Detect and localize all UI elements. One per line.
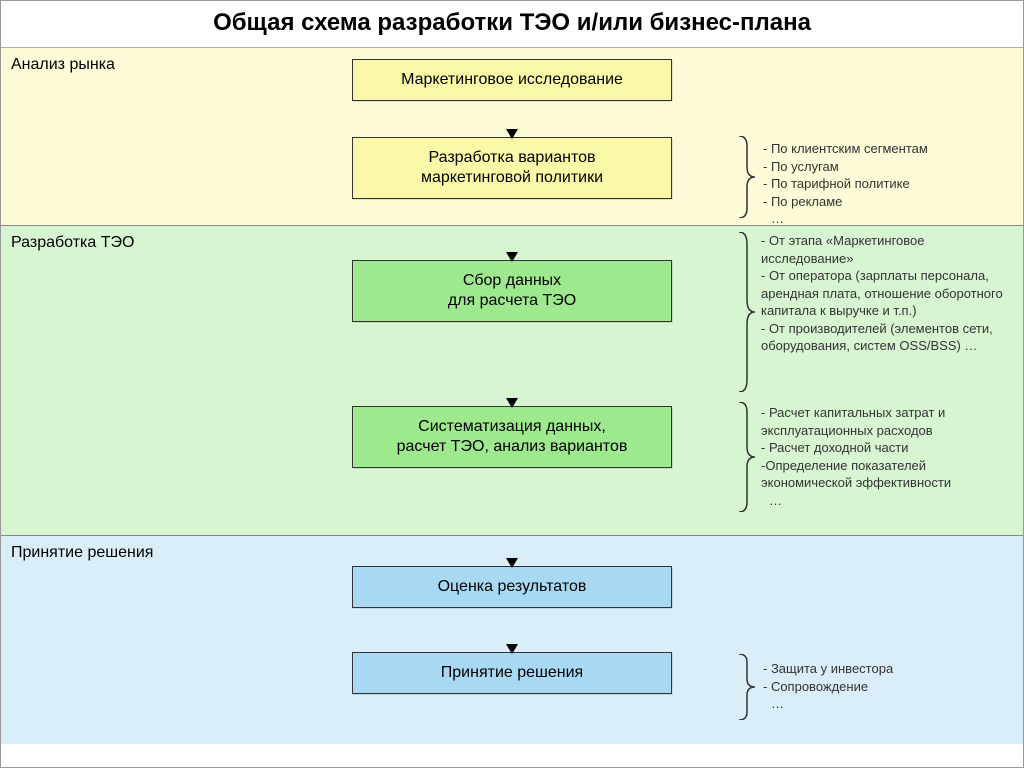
section-decision: Принятие решения Оценка результатов Прин…: [1, 536, 1023, 744]
node-marketing-policy-variants: Разработка вариантовмаркетинговой полити…: [352, 137, 672, 199]
node-data-collection: Сбор данныхдля расчета ТЭО: [352, 260, 672, 322]
node-marketing-research: Маркетинговое исследование: [352, 59, 672, 101]
notes-systematization: - Расчет капитальных затрат и эксплуатац…: [761, 404, 1013, 509]
section-label-market: Анализ рынка: [11, 56, 115, 74]
node-systematization: Систематизация данных,расчет ТЭО, анализ…: [352, 406, 672, 468]
notes-decision: - Защита у инвестора - Сопровождение …: [763, 660, 1003, 713]
node-decision-making: Принятие решения: [352, 652, 672, 694]
section-market-analysis: Анализ рынка Маркетинговое исследование …: [1, 48, 1023, 226]
node-results-evaluation: Оценка результатов: [352, 566, 672, 608]
brace-icon: [737, 232, 755, 392]
section-teo-development: Разработка ТЭО Сбор данныхдля расчета ТЭ…: [1, 226, 1023, 536]
notes-marketing-policy: - По клиентским сегментам - По услугам -…: [763, 140, 1003, 228]
diagram-title: Общая схема разработки ТЭО и/или бизнес-…: [1, 1, 1023, 48]
section-label-teo: Разработка ТЭО: [11, 234, 134, 252]
section-label-decision: Принятие решения: [11, 544, 153, 562]
brace-icon: [737, 136, 755, 218]
brace-icon: [737, 402, 755, 512]
diagram-frame: Общая схема разработки ТЭО и/или бизнес-…: [0, 0, 1024, 768]
brace-icon: [737, 654, 755, 720]
notes-data-collection: - От этапа «Маркетинговое исследование» …: [761, 232, 1013, 355]
